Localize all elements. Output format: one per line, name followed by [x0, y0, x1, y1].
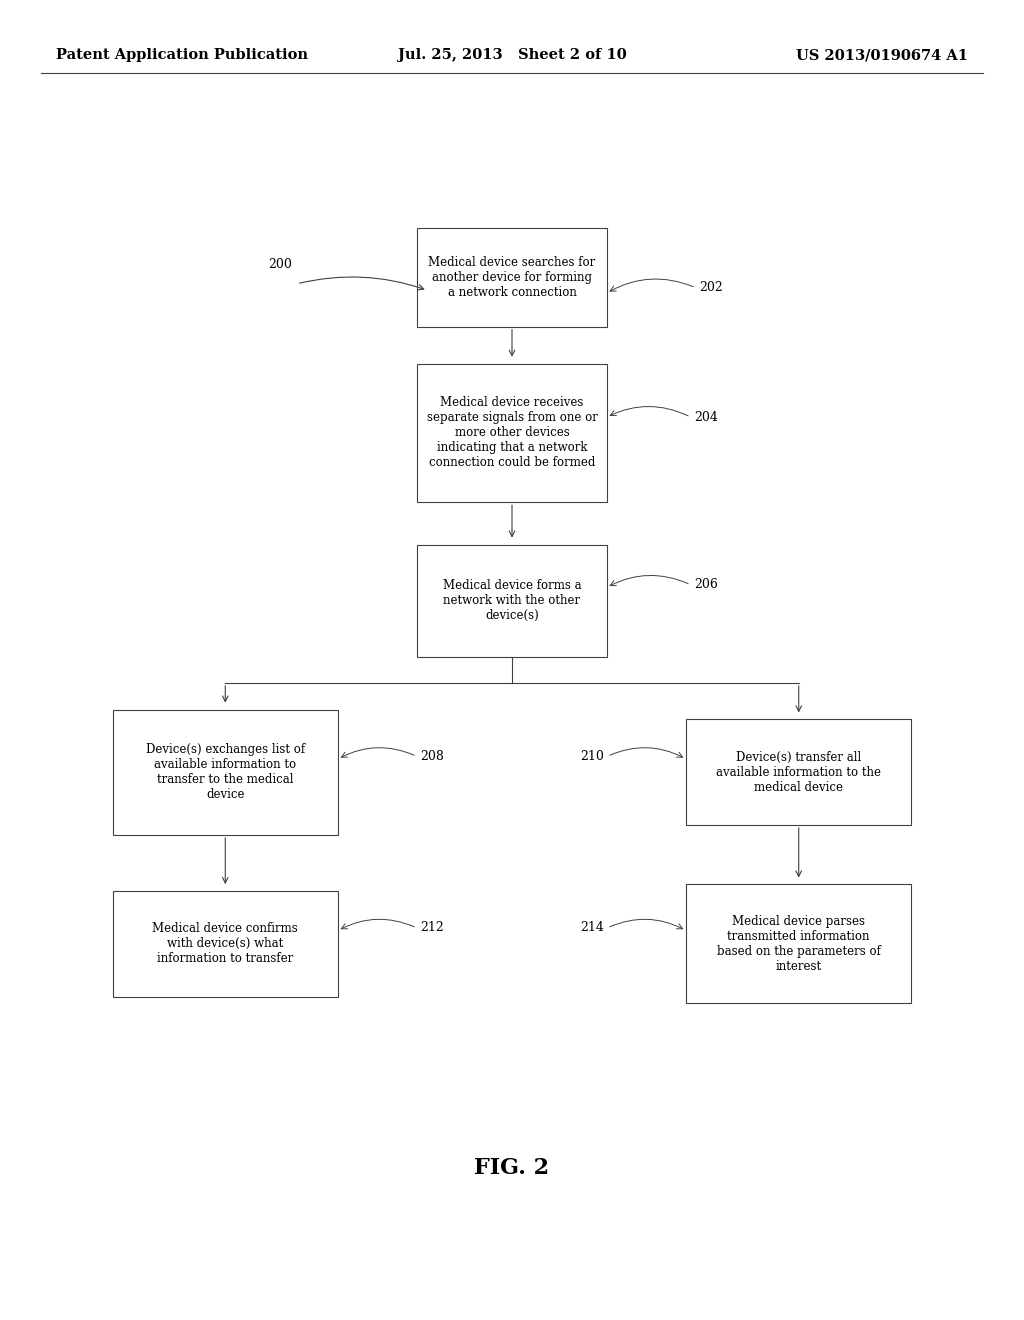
- Text: 214: 214: [581, 921, 604, 935]
- Text: 200: 200: [268, 257, 292, 271]
- Text: Medical device searches for
another device for forming
a network connection: Medical device searches for another devi…: [428, 256, 596, 298]
- Text: Jul. 25, 2013   Sheet 2 of 10: Jul. 25, 2013 Sheet 2 of 10: [397, 49, 627, 62]
- Text: Medical device confirms
with device(s) what
information to transfer: Medical device confirms with device(s) w…: [153, 923, 298, 965]
- Text: 212: 212: [420, 921, 443, 935]
- Text: US 2013/0190674 A1: US 2013/0190674 A1: [796, 49, 968, 62]
- Text: FIG. 2: FIG. 2: [474, 1158, 550, 1179]
- Text: 206: 206: [694, 578, 718, 591]
- Text: 208: 208: [420, 750, 443, 763]
- Text: Medical device forms a
network with the other
device(s): Medical device forms a network with the …: [442, 579, 582, 622]
- Text: 204: 204: [694, 411, 718, 424]
- Text: 210: 210: [581, 750, 604, 763]
- Bar: [686, 884, 911, 1003]
- Bar: [686, 719, 911, 825]
- Bar: [418, 544, 606, 656]
- Text: Device(s) exchanges list of
available information to
transfer to the medical
dev: Device(s) exchanges list of available in…: [145, 743, 305, 801]
- Bar: [113, 710, 338, 836]
- Bar: [418, 227, 606, 326]
- Bar: [113, 891, 338, 997]
- Bar: [418, 363, 606, 502]
- Text: Device(s) transfer all
available information to the
medical device: Device(s) transfer all available informa…: [716, 751, 882, 793]
- Text: Patent Application Publication: Patent Application Publication: [56, 49, 308, 62]
- Text: 202: 202: [698, 281, 723, 294]
- Text: Medical device receives
separate signals from one or
more other devices
indicati: Medical device receives separate signals…: [427, 396, 597, 470]
- Text: Medical device parses
transmitted information
based on the parameters of
interes: Medical device parses transmitted inform…: [717, 915, 881, 973]
